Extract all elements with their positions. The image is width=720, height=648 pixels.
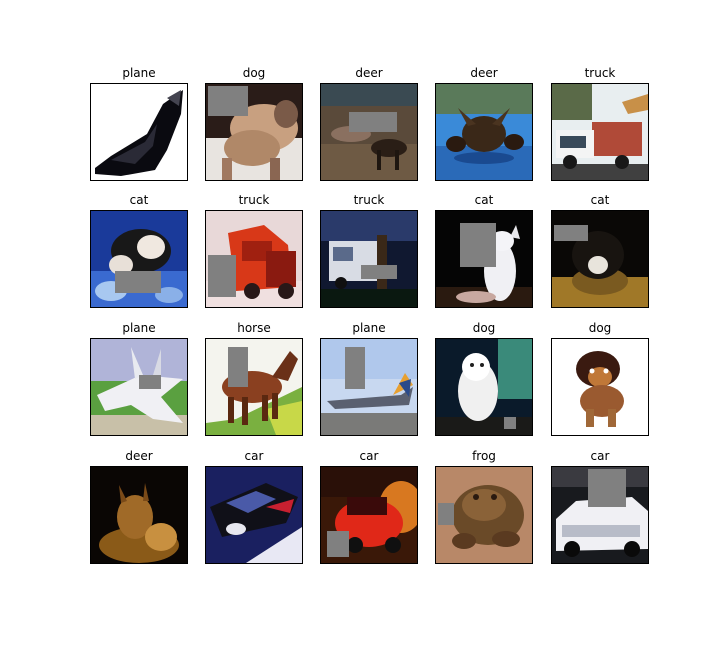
thumbnail-image — [551, 83, 649, 181]
thumbnail-image — [205, 466, 303, 564]
thumbnail-image — [320, 466, 418, 564]
thumbnail-image — [435, 466, 533, 564]
image-label: plane — [122, 66, 156, 80]
thumbnail-art — [206, 211, 302, 307]
thumbnail-art — [91, 84, 187, 180]
thumbnail-art — [321, 467, 417, 563]
thumbnail-art — [552, 211, 648, 307]
image-label: plane — [122, 321, 156, 335]
thumbnail-image — [320, 83, 418, 181]
image-label: truck — [353, 193, 385, 207]
thumbnail-image — [205, 210, 303, 308]
thumbnail-image — [551, 466, 649, 564]
thumbnail-image — [435, 338, 533, 436]
thumbnail-image — [551, 338, 649, 436]
thumbnail-art — [552, 467, 648, 563]
thumbnail-art — [321, 211, 417, 307]
image-label: car — [590, 449, 610, 463]
image-label: truck — [238, 193, 270, 207]
image-label: deer — [355, 66, 383, 80]
thumbnail-image — [435, 83, 533, 181]
thumbnail-art — [206, 84, 302, 180]
image-label: dog — [472, 321, 496, 335]
thumbnail-art — [436, 467, 532, 563]
thumbnail-image — [90, 338, 188, 436]
thumbnail-art — [206, 339, 302, 435]
thumbnail-art — [206, 467, 302, 563]
thumbnail-art — [436, 339, 532, 435]
image-label: cat — [474, 193, 494, 207]
thumbnail-image — [320, 338, 418, 436]
thumbnail-art — [91, 467, 187, 563]
thumbnail-image — [320, 210, 418, 308]
image-label: plane — [352, 321, 386, 335]
thumbnail-art — [91, 339, 187, 435]
thumbnail-art — [552, 84, 648, 180]
thumbnail-art — [91, 211, 187, 307]
thumbnail-image — [435, 210, 533, 308]
image-label: frog — [472, 449, 496, 463]
thumbnail-art — [436, 84, 532, 180]
image-label: deer — [125, 449, 153, 463]
image-label: dog — [242, 66, 266, 80]
thumbnail-image — [90, 210, 188, 308]
thumbnail-image — [205, 83, 303, 181]
image-label: cat — [590, 193, 610, 207]
image-label: deer — [470, 66, 498, 80]
thumbnail-image — [90, 466, 188, 564]
image-label: cat — [129, 193, 149, 207]
thumbnail-art — [552, 339, 648, 435]
image-label: dog — [588, 321, 612, 335]
image-label: horse — [237, 321, 271, 335]
image-label: car — [244, 449, 264, 463]
thumbnail-image — [90, 83, 188, 181]
thumbnail-image — [551, 210, 649, 308]
image-label: car — [359, 449, 379, 463]
thumbnail-art — [321, 339, 417, 435]
thumbnail-art — [321, 84, 417, 180]
thumbnail-art — [436, 211, 532, 307]
thumbnail-image — [205, 338, 303, 436]
image-label: truck — [584, 66, 616, 80]
